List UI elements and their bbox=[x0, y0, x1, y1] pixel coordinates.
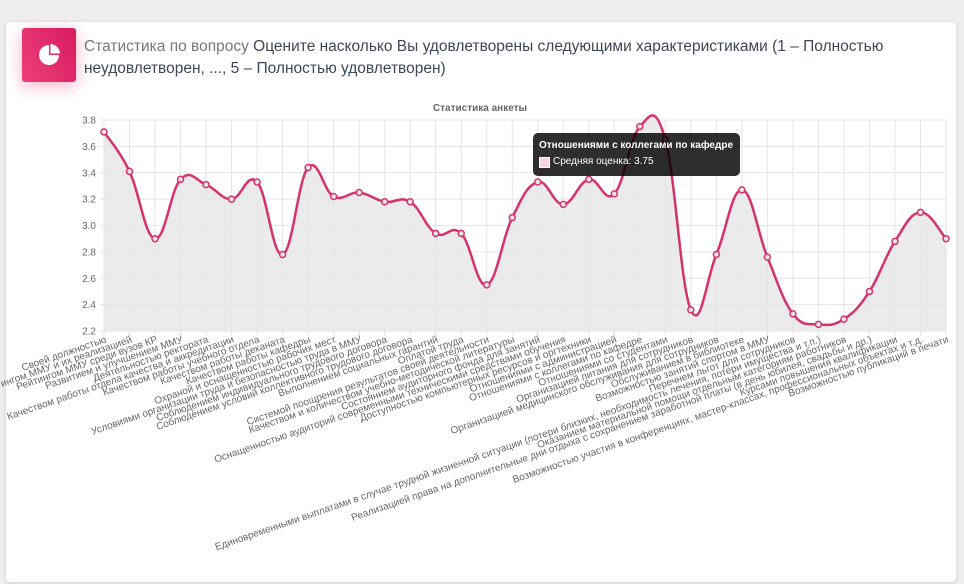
data-point[interactable] bbox=[840, 315, 848, 323]
data-point[interactable] bbox=[610, 190, 619, 198]
data-point[interactable] bbox=[431, 229, 440, 238]
tooltip-row: Средняя оценка: 3.75 bbox=[539, 154, 733, 170]
data-point[interactable] bbox=[227, 195, 236, 203]
y-tick-label: 3.2 bbox=[82, 195, 96, 206]
data-point[interactable] bbox=[763, 253, 772, 261]
data-point[interactable] bbox=[891, 237, 899, 246]
data-point[interactable] bbox=[814, 320, 823, 329]
y-axis: 3.8 3.6 3.4 3.2 3.0 2.8 2.6 2.4 2.2 bbox=[82, 116, 96, 338]
data-point[interactable] bbox=[712, 250, 721, 259]
data-point[interactable] bbox=[865, 287, 874, 296]
data-point[interactable] bbox=[559, 200, 568, 209]
data-point[interactable] bbox=[151, 234, 159, 243]
data-point[interactable] bbox=[942, 234, 950, 243]
data-point[interactable] bbox=[125, 167, 134, 176]
data-point[interactable] bbox=[789, 310, 797, 318]
data-point[interactable] bbox=[202, 180, 210, 189]
tooltip-title: Отношениями с коллегами по кафедре bbox=[539, 140, 734, 151]
data-point[interactable] bbox=[406, 198, 414, 206]
y-tick-label: 2.2 bbox=[82, 327, 96, 338]
data-point[interactable] bbox=[738, 186, 746, 194]
data-point[interactable] bbox=[329, 192, 338, 201]
y-tick-label: 3.4 bbox=[82, 168, 96, 179]
chart-points bbox=[100, 122, 950, 329]
pie-chart-icon bbox=[22, 28, 76, 82]
y-tick-label: 2.8 bbox=[82, 247, 96, 258]
data-point[interactable] bbox=[585, 175, 593, 184]
data-point[interactable] bbox=[100, 128, 108, 136]
chart-area bbox=[102, 114, 947, 331]
data-point[interactable] bbox=[253, 178, 261, 186]
y-tick-label: 3.6 bbox=[82, 142, 96, 153]
y-tick-label: 3.8 bbox=[82, 116, 96, 127]
chart-tooltip: Отношениями с коллегами по кафедре Средн… bbox=[533, 133, 741, 176]
data-point[interactable] bbox=[534, 178, 542, 186]
page-title: Статистика по вопросу Оцените насколько … bbox=[84, 36, 924, 80]
question-text: Оцените насколько Вы удовлетворены следу… bbox=[84, 38, 884, 77]
data-point[interactable] bbox=[380, 198, 389, 206]
series-area-fill bbox=[104, 115, 946, 331]
y-tick-label: 3.0 bbox=[82, 221, 96, 232]
data-point[interactable] bbox=[176, 175, 185, 184]
title-prefix: Статистика по вопросу bbox=[84, 38, 249, 55]
y-tick-label: 2.6 bbox=[82, 274, 96, 285]
data-point[interactable] bbox=[278, 250, 287, 259]
y-tick-label: 2.4 bbox=[82, 300, 96, 311]
data-point[interactable] bbox=[457, 229, 465, 238]
tooltip-swatch bbox=[539, 156, 550, 168]
data-point[interactable] bbox=[355, 188, 363, 197]
data-point[interactable] bbox=[482, 281, 491, 289]
chart-title: Статистика анкеты bbox=[433, 103, 527, 114]
data-point[interactable] bbox=[687, 306, 695, 314]
data-point[interactable] bbox=[508, 213, 516, 222]
data-point[interactable] bbox=[916, 208, 925, 217]
data-point[interactable] bbox=[636, 122, 644, 131]
data-point[interactable] bbox=[304, 163, 312, 172]
tooltip-label: Средняя оценка: 3.75 bbox=[553, 156, 654, 167]
